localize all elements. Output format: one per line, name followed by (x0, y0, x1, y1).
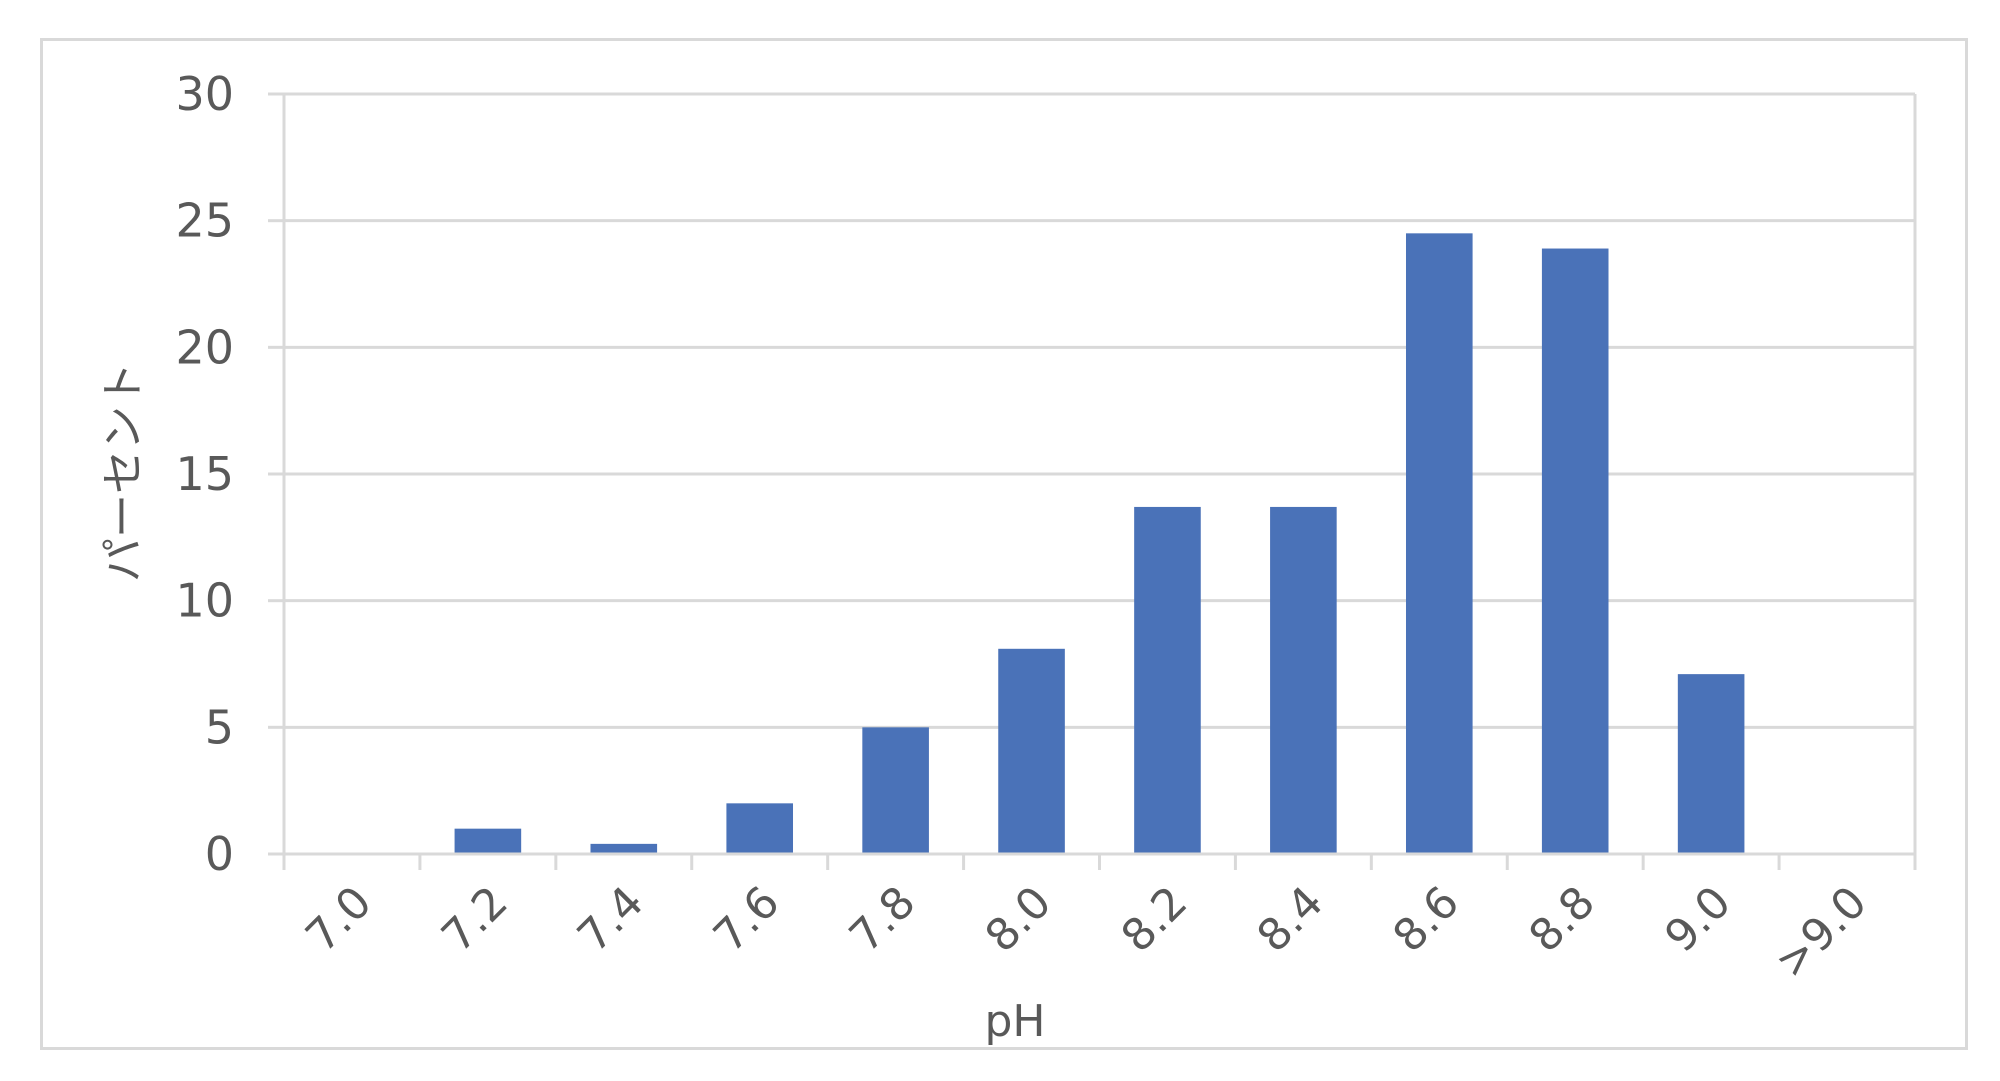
gridlines (284, 92, 1915, 729)
x-tick-label: 8.0 (976, 877, 1062, 963)
y-axis-title: パーセント (98, 362, 149, 582)
y-tick-label: 5 (205, 700, 234, 754)
y-tick-label: 0 (205, 827, 234, 881)
y-tick-label: 10 (175, 574, 234, 628)
bar (998, 648, 1065, 854)
y-tick-label: 30 (175, 67, 234, 121)
y-tick-label: 25 (175, 194, 234, 248)
bar (1270, 506, 1337, 854)
x-tick-label: 8.4 (1248, 877, 1334, 963)
y-tick-labels: 0 5 10 15 20 25 30 (175, 67, 234, 881)
x-tick-label: 8.6 (1384, 877, 1470, 963)
bar (590, 843, 658, 854)
x-tick-label: 8.2 (1112, 877, 1198, 963)
y-tick-label: 15 (175, 447, 234, 501)
axes (268, 92, 1917, 870)
chart-frame (40, 38, 1968, 1050)
x-tick-label: 7.6 (704, 877, 790, 963)
bar (454, 828, 522, 854)
x-tick-label: 9.0 (1655, 877, 1741, 963)
bar (1541, 248, 1609, 855)
bar (1405, 233, 1473, 855)
x-axis-title: pH (984, 996, 1045, 1047)
x-tick-label: 7.4 (568, 877, 654, 963)
x-tick-label: 7.8 (840, 877, 926, 963)
x-tick-label: 7.0 (296, 877, 382, 963)
bar (1677, 674, 1745, 854)
x-tick-labels: 7.0 7.2 7.4 7.6 7.8 8.0 8.2 8.4 8.6 8.8 9.0 >9.0 (296, 877, 1877, 989)
bar (1134, 506, 1201, 854)
x-tick-label: >9.0 (1765, 877, 1877, 989)
bars (454, 233, 1745, 855)
x-tick-label: 8.8 (1519, 877, 1605, 963)
bar (726, 803, 794, 854)
x-tick-label: 7.2 (432, 877, 518, 963)
y-tick-label: 20 (175, 320, 234, 374)
bar (862, 727, 929, 854)
